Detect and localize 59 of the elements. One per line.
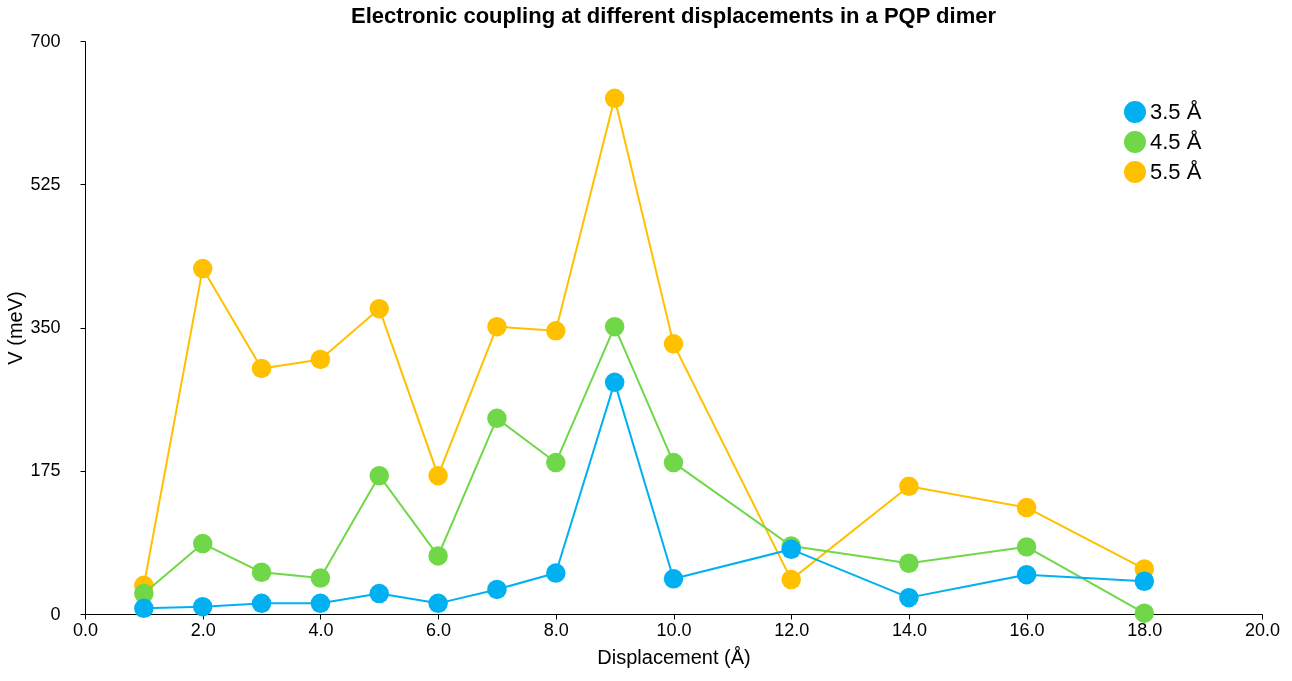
point [369, 465, 389, 486]
point [310, 349, 331, 370]
point [663, 569, 684, 589]
point [781, 569, 801, 590]
point [663, 452, 684, 473]
point [663, 334, 684, 354]
point [428, 546, 448, 566]
point [546, 321, 566, 341]
point [604, 372, 625, 393]
point [369, 298, 389, 319]
point [1134, 571, 1155, 591]
point [192, 258, 213, 279]
x-axis-title: Displacement (Å) [597, 645, 751, 668]
x-tick-label: 4.0 [308, 619, 334, 640]
legend-label: 5.5 Å [1150, 159, 1202, 184]
point [134, 598, 154, 618]
point [428, 593, 448, 614]
x-tick-label: 14.0 [891, 619, 927, 640]
point [1016, 497, 1037, 518]
chart-title: Electronic coupling at different displacements in a PQP dimer [350, 3, 997, 28]
x-tick-label: 20.0 [1244, 619, 1281, 640]
point [251, 593, 272, 614]
point [1016, 564, 1037, 585]
point [192, 596, 213, 617]
point [428, 465, 448, 486]
y-axis-title: V (meV) [4, 291, 27, 365]
y-tick-label: 175 [30, 460, 61, 481]
y-tick-label: 525 [30, 173, 61, 194]
x-tick-label: 18.0 [1127, 619, 1163, 640]
legend-label: 4.5 Å [1150, 129, 1202, 154]
x-tick-label: 6.0 [426, 619, 452, 640]
point [546, 452, 566, 473]
point [1016, 537, 1037, 557]
point [604, 316, 625, 337]
point [251, 358, 272, 379]
x-tick-label: 10.0 [656, 619, 692, 640]
point [546, 563, 566, 583]
legend-label: 3.5 Å [1150, 99, 1202, 124]
y-tick-label: 700 [30, 30, 61, 51]
point [899, 553, 919, 573]
x-tick-label: 2.0 [190, 619, 216, 640]
y-tick-label: 0 [50, 603, 61, 624]
x-tick-label: 12.0 [774, 619, 810, 640]
x-tick-label: 16.0 [1009, 619, 1045, 640]
point [487, 316, 507, 337]
point [369, 583, 389, 604]
point [899, 476, 919, 497]
x-tick-label: 0.0 [72, 619, 99, 640]
point [310, 593, 331, 614]
x-tick-label: 8.0 [543, 619, 569, 640]
point [310, 568, 331, 588]
point [487, 408, 507, 429]
point [1134, 603, 1155, 623]
point [487, 579, 507, 600]
point [899, 587, 919, 608]
point [604, 88, 625, 109]
point [251, 562, 272, 582]
y-tick-label: 350 [30, 317, 61, 337]
point [192, 533, 213, 554]
